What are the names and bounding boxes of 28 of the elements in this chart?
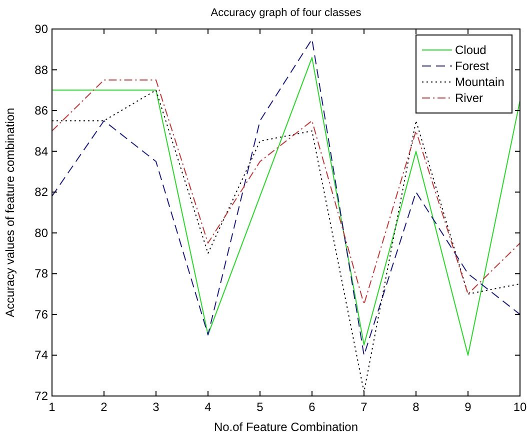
y-tick-label: 88: [34, 62, 48, 77]
x-tick-label: 8: [412, 400, 420, 414]
y-tick-label: 84: [34, 144, 48, 158]
x-tick-label: 9: [464, 400, 472, 414]
x-tick-label: 1: [48, 400, 56, 414]
x-tick-label: 2: [100, 400, 108, 414]
y-tick-label: 82: [34, 185, 48, 200]
y-tick-label: 72: [34, 389, 48, 403]
y-tick-label: 78: [34, 266, 48, 281]
y-tick-label: 76: [34, 307, 48, 322]
x-tick-label: 3: [152, 400, 160, 414]
y-tick-label: 74: [34, 348, 48, 362]
x-axis-title: No.of Feature Combination: [214, 420, 358, 434]
chart-title: Accuracy graph of four classes: [210, 7, 362, 19]
x-tick-label: 6: [308, 400, 316, 414]
line-series: [52, 79, 520, 305]
y-tick-label: 80: [34, 226, 48, 240]
y-tick-label: 86: [34, 104, 48, 118]
x-tick-label: 4: [204, 400, 212, 414]
legend-label: River: [455, 91, 484, 105]
x-tick-label: 7: [360, 400, 368, 414]
legend-label: Cloud: [455, 43, 486, 57]
y-axis-title: Accuracy values of feature combination: [3, 108, 17, 318]
x-tick-label: 5: [256, 400, 264, 414]
legend-label: Mountain: [455, 75, 504, 89]
x-tick-label: 10: [513, 400, 527, 414]
y-tick-label: 90: [34, 22, 48, 36]
legend-label: Forest: [455, 59, 490, 73]
